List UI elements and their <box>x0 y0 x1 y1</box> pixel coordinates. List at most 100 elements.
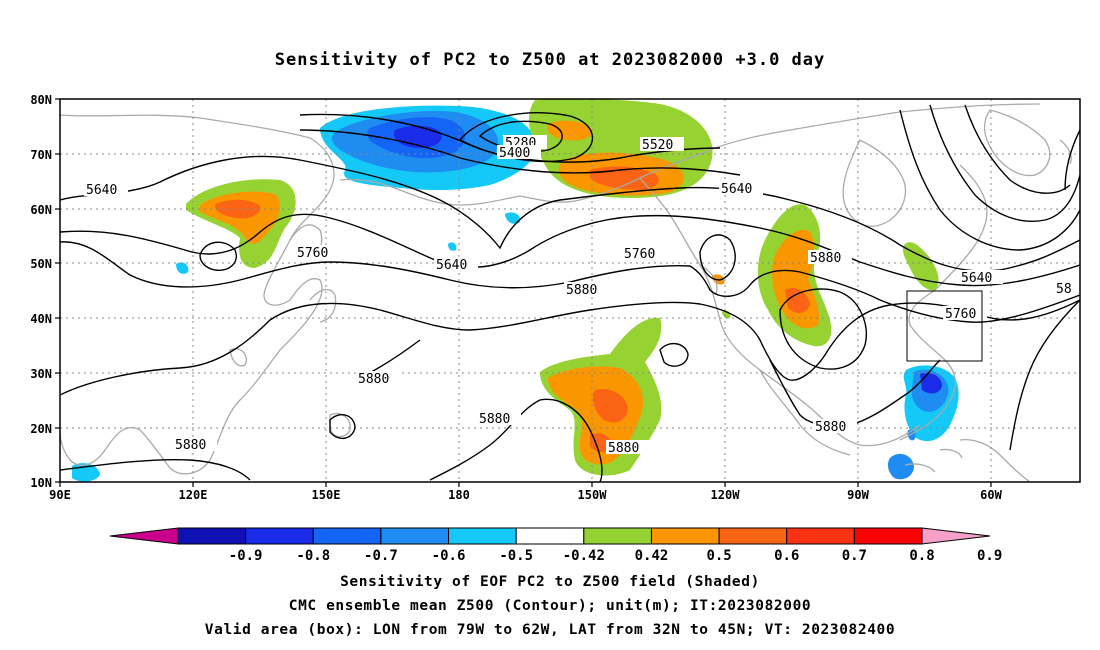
contour-label: 5880 <box>808 250 852 266</box>
colorbar-low-triangle <box>109 527 179 545</box>
colorbar-label: -0.42 <box>563 548 605 564</box>
svg-text:5760: 5760 <box>297 246 328 261</box>
contour-5640-east-ridge <box>1064 129 1080 191</box>
lat-label: 80N <box>30 93 52 107</box>
svg-text:58: 58 <box>1056 282 1072 297</box>
colorbar-label: 0.8 <box>909 548 934 564</box>
contour-5280-atlantic-trough <box>964 104 1071 194</box>
colorbar-segment <box>380 527 450 545</box>
contour-label: 5880 <box>477 411 521 427</box>
lon-label: 120E <box>179 488 208 502</box>
svg-text:5760: 5760 <box>945 307 976 322</box>
negative-spot-2 <box>176 262 189 274</box>
colorbar-high-triangle <box>921 527 991 545</box>
contour-label: 5880 <box>813 419 857 435</box>
lat-lon-grid <box>60 99 1080 482</box>
contour-5880-anticyclone <box>779 288 867 370</box>
contour-5640-asia-low <box>199 241 237 271</box>
svg-text:5640: 5640 <box>721 182 752 197</box>
svg-text:5640: 5640 <box>86 183 117 198</box>
contour-5760-pacific-low <box>699 234 736 281</box>
lon-label: 150E <box>312 488 341 502</box>
svg-text:5880: 5880 <box>810 251 841 266</box>
positive-core-north-america-2 <box>785 287 810 313</box>
lon-label: 90E <box>49 488 71 502</box>
colorbar-segment <box>718 527 788 545</box>
colorbar-segment <box>177 527 247 545</box>
contour-label: 5760 <box>295 245 339 261</box>
contour-5640-north <box>60 155 1080 272</box>
contour-label: 5520 <box>640 137 684 153</box>
colorbar-label: 0.5 <box>706 548 731 564</box>
svg-text:5640: 5640 <box>436 258 467 273</box>
contour-5880-sw <box>60 458 251 481</box>
lon-label: 90W <box>847 488 869 502</box>
colorbar-segment <box>245 527 314 545</box>
contour-5400-atlantic-trough <box>929 104 1080 222</box>
contour-5880-west <box>60 299 1080 396</box>
contour-label: 58 <box>1054 281 1078 297</box>
negative-core-atlantic-2 <box>920 372 942 394</box>
contour-label: 5640 <box>84 182 128 198</box>
lat-label: 50N <box>30 257 52 271</box>
positive-region-labrador <box>902 242 939 291</box>
caption-line-3: Valid area (box): LON from 79W to 62W, L… <box>204 622 896 638</box>
contour-label: 5880 <box>606 440 650 456</box>
contour-label: 5640 <box>959 270 1003 286</box>
contour-5760 <box>60 241 1080 323</box>
colorbar-label: 0.42 <box>635 548 669 564</box>
colorbar-segment <box>853 527 923 545</box>
lon-label: 120W <box>711 488 741 502</box>
contour-5880-tropics <box>429 398 603 482</box>
positive-core-bering-3 <box>547 120 593 141</box>
colorbar-label: 0.9 <box>977 548 1002 564</box>
colorbar-segment <box>583 527 652 545</box>
contour-label: 5880 <box>564 282 608 298</box>
contour-label: 5760 <box>943 306 987 322</box>
colorbar-label: -0.6 <box>432 548 466 564</box>
svg-text:5880: 5880 <box>608 441 639 456</box>
colorbar-segment <box>312 527 382 545</box>
colorbar-label: -0.5 <box>499 548 533 564</box>
contour-label: 5400 <box>497 145 541 161</box>
lat-label: 60N <box>30 203 52 217</box>
svg-text:5880: 5880 <box>175 438 206 453</box>
contour-labels: 5280 5400 5520 5640 5640 5640 5640 5760 … <box>84 135 1078 456</box>
lat-label: 20N <box>30 422 52 436</box>
lat-label: 40N <box>30 312 52 326</box>
contour-5880-small-2 <box>659 343 689 367</box>
lat-label: 70N <box>30 148 52 162</box>
colorbar: -0.9 -0.8 -0.7 -0.6 -0.5 -0.42 0.42 0.5 0.6 0.7 0.… <box>109 527 1002 564</box>
positive-core-subtropical-2 <box>592 388 628 423</box>
lon-label: 150W <box>578 488 608 502</box>
lon-label: 180 <box>448 488 470 502</box>
caption-line-2: CMC ensemble mean Z500 (Contour); unit(m… <box>288 598 812 614</box>
contour-58-east <box>1009 299 1080 451</box>
svg-text:5880: 5880 <box>358 372 389 387</box>
positive-core-east-asia-2 <box>214 199 261 219</box>
lon-label: 60W <box>980 488 1002 502</box>
svg-text:5400: 5400 <box>499 146 530 161</box>
valid-area-box <box>906 290 983 362</box>
positive-core-subtropical <box>548 366 644 465</box>
figure-title: Sensitivity of PC2 to Z500 at 2023082000… <box>274 50 826 70</box>
svg-text:5880: 5880 <box>479 412 510 427</box>
negative-spot-1 <box>505 212 521 224</box>
colorbar-segment <box>650 527 720 545</box>
svg-text:5760: 5760 <box>624 247 655 262</box>
contour-label: 5760 <box>622 246 666 262</box>
caption-line-1: Sensitivity of EOF PC2 to Z500 field (Sh… <box>340 574 760 590</box>
lat-label: 10N <box>30 476 52 490</box>
colorbar-label: 0.7 <box>842 548 867 564</box>
negative-region-caribbean <box>887 453 914 480</box>
contour-5880-small-1 <box>329 414 356 439</box>
colorbar-label: 0.6 <box>774 548 799 564</box>
svg-text:5520: 5520 <box>642 138 673 153</box>
colorbar-segment <box>786 527 855 545</box>
negative-spot-3 <box>448 242 457 251</box>
colorbar-label: -0.7 <box>364 548 398 564</box>
svg-text:5880: 5880 <box>566 283 597 298</box>
contour-label: 5880 <box>173 437 217 453</box>
contour-label: 5640 <box>434 257 478 273</box>
